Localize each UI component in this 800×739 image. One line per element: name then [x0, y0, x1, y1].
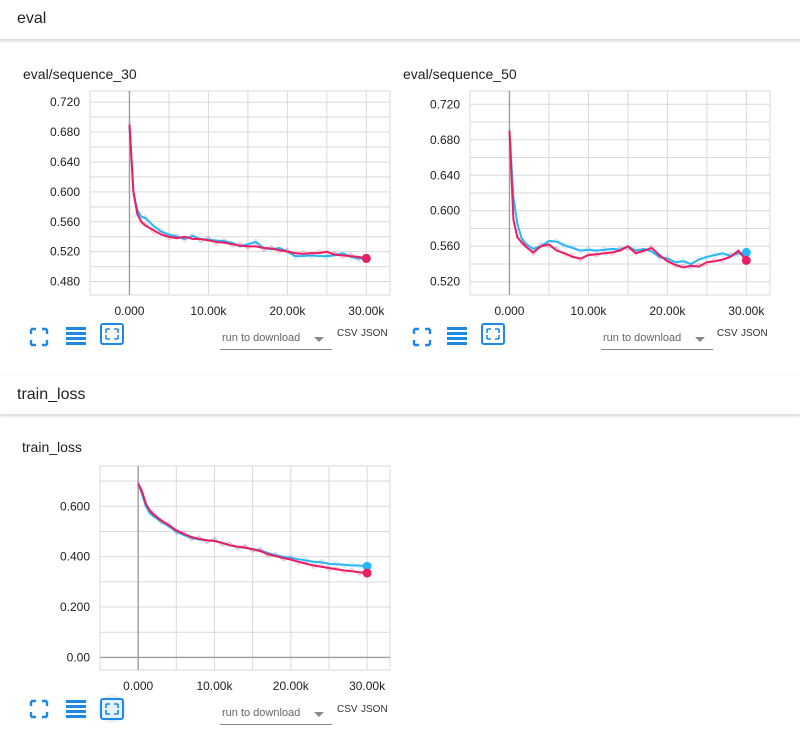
x-tick-label: 30.00k [348, 304, 385, 318]
series-end-point [741, 255, 751, 265]
json-link[interactable]: JSON [361, 328, 388, 339]
x-tick-label: 10.00k [570, 304, 607, 318]
x-tick-label: 0.000 [114, 304, 144, 318]
csv-link[interactable]: CSV [337, 704, 358, 715]
x-tick-label: 0.000 [123, 679, 153, 693]
y-tick-label: 0.600 [430, 204, 460, 218]
json-link[interactable]: JSON [741, 328, 768, 339]
series-end-point [362, 568, 372, 578]
x-tick-label: 30.00k [349, 679, 386, 693]
section-title: train_loss [17, 386, 86, 403]
json-link[interactable]: JSON [361, 704, 388, 715]
section-title: eval [17, 10, 47, 27]
fit-domain-icon[interactable] [96, 694, 128, 724]
x-tick-label: 0.000 [494, 304, 524, 318]
csv-link[interactable]: CSV [717, 328, 738, 339]
series-end-point [361, 253, 371, 263]
select-placeholder: run to download [222, 707, 301, 719]
select-placeholder: run to download [222, 332, 301, 344]
x-tick-label: 20.00k [273, 679, 310, 693]
y-tick-label: 0.480 [50, 275, 80, 289]
dropdown-arrow-icon [695, 337, 705, 342]
run-to-download-select[interactable]: run to download [220, 329, 332, 350]
expand-icon[interactable] [28, 326, 54, 348]
y-tick-label: 0.00 [67, 650, 91, 664]
y-tick-label: 0.400 [60, 550, 90, 564]
chart-title: eval/sequence_30 [23, 66, 137, 82]
y-tick-label: 0.640 [50, 155, 80, 169]
plot-border [89, 90, 391, 296]
x-tick-label: 20.00k [649, 304, 686, 318]
y-tick-label: 0.720 [50, 95, 80, 109]
series-line [508, 130, 748, 269]
plot-border [99, 465, 391, 671]
x-tick-label: 20.00k [269, 304, 306, 318]
csv-link[interactable]: CSV [337, 328, 358, 339]
y-tick-label: 0.720 [430, 97, 460, 111]
fit-domain-icon[interactable] [479, 321, 507, 347]
y-tick-label: 0.520 [50, 245, 80, 259]
plot-border [469, 90, 771, 296]
select-placeholder: run to download [603, 332, 682, 344]
expand-icon[interactable] [411, 326, 437, 348]
y-tick-label: 0.680 [50, 125, 80, 139]
series-line [137, 483, 368, 575]
section-header-eval[interactable]: eval [0, 0, 800, 40]
data-table-icon[interactable] [64, 698, 90, 720]
y-tick-label: 0.600 [50, 185, 80, 199]
chart-title: train_loss [22, 439, 82, 455]
chart-title: eval/sequence_50 [403, 66, 517, 82]
run-to-download-select[interactable]: run to download [601, 329, 713, 350]
y-tick-label: 0.680 [430, 133, 460, 147]
y-tick-label: 0.600 [60, 499, 90, 513]
fit-domain-icon[interactable] [98, 321, 126, 347]
x-tick-label: 10.00k [196, 679, 233, 693]
y-tick-label: 0.560 [50, 215, 80, 229]
dropdown-arrow-icon [314, 712, 324, 717]
y-tick-label: 0.200 [60, 600, 90, 614]
x-tick-label: 30.00k [728, 304, 765, 318]
y-tick-label: 0.560 [430, 239, 460, 253]
data-table-icon[interactable] [445, 325, 471, 347]
section-header-train-loss[interactable]: train_loss [0, 375, 800, 415]
run-to-download-select[interactable]: run to download [220, 704, 332, 725]
series-end-point [741, 247, 751, 257]
series-end-point [362, 561, 372, 571]
data-table-icon[interactable] [64, 325, 90, 347]
series-line [128, 124, 367, 260]
dropdown-arrow-icon [314, 337, 324, 342]
y-tick-label: 0.640 [430, 168, 460, 182]
y-tick-label: 0.520 [430, 275, 460, 289]
expand-icon[interactable] [28, 698, 54, 720]
x-tick-label: 10.00k [190, 304, 227, 318]
